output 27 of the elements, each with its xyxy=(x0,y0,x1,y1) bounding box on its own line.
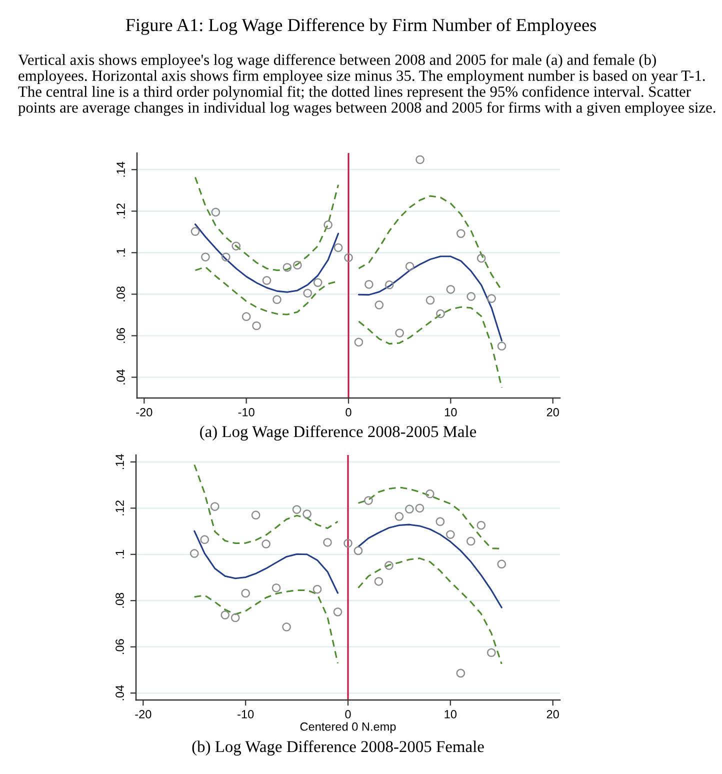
y-tick-label: .14 xyxy=(116,162,125,177)
x-tick-label: 20 xyxy=(546,710,559,718)
x-tick-label: 0 xyxy=(346,408,352,416)
y-tick-label: .1 xyxy=(116,550,124,558)
y-tick-label: .04 xyxy=(116,685,124,700)
y-tick-label: .04 xyxy=(116,369,125,384)
x-tick-label: -20 xyxy=(136,408,152,416)
x-tick-label: -10 xyxy=(238,408,254,416)
y-tick-label: .08 xyxy=(116,592,124,608)
x-tick-label: -10 xyxy=(238,710,254,718)
y-tick-label: .08 xyxy=(116,286,125,302)
y-tick-label: .14 xyxy=(116,454,124,470)
text: (b) Log Wage Difference 2008-2005 Female xyxy=(192,740,484,756)
chart-subtitle: Vertical axis shows employee's log wage difference between 2008 and 2005 for male (a) and female (b) employees. Horizontal axis shows firm employee size minus 35. The employment number is based on year T-1. The central line is a third order polynomial fit; the dotted lines represent the 95% confidence interval. Scatter points are average changes in individual log wages between 2008 and 2005 for firms with a given employee size. xyxy=(18,54,716,116)
x-tick-label: 10 xyxy=(444,710,457,718)
y-tick-label: .1 xyxy=(116,248,125,257)
y-tick-label: .06 xyxy=(116,328,125,343)
y-tick-label: .12 xyxy=(116,500,124,516)
x-tick-label: 0 xyxy=(345,710,351,718)
x-tick-label: 10 xyxy=(445,408,457,416)
text: (a) Log Wage Difference 2008-2005 Male xyxy=(200,425,476,441)
x-axis-title: Centered 0 N.emp xyxy=(300,722,396,734)
x-tick-label: 20 xyxy=(546,408,559,416)
chart-title: Figure A1: Log Wage Difference by Firm Number of Employees xyxy=(126,18,596,35)
x-tick-label: -20 xyxy=(135,710,152,718)
y-tick-label: .12 xyxy=(116,204,125,218)
y-tick-label: .06 xyxy=(116,639,124,654)
